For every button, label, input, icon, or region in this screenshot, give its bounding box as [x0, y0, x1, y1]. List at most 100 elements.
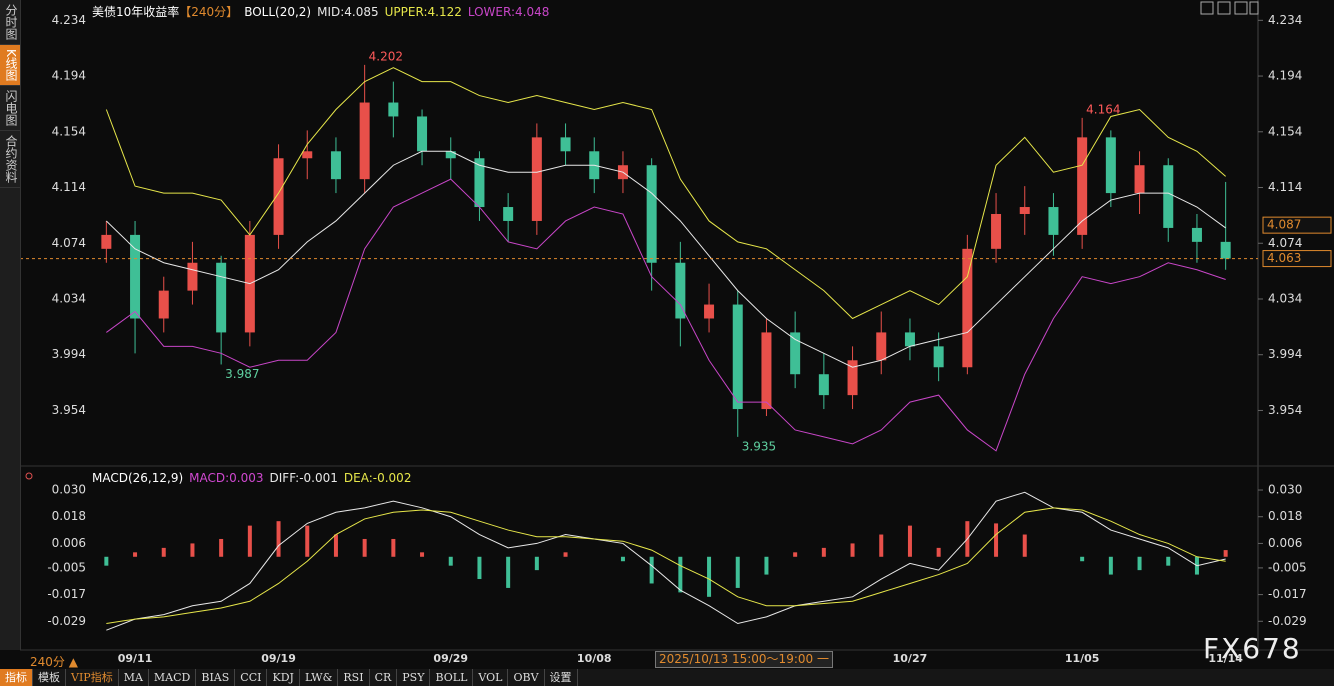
legend-item: MACD:0.003 — [189, 471, 264, 485]
macd-bar — [563, 552, 568, 557]
x-tick-label: 11/14 — [1208, 652, 1243, 665]
y-tick-label-left: -0.029 — [47, 614, 86, 628]
indicator-line — [106, 178, 1226, 452]
legend-item: LOWER:4.048 — [467, 5, 550, 19]
y-tick-label-left: 4.074 — [52, 236, 86, 250]
y-tick-label-left: 0.006 — [52, 536, 86, 550]
macd-header: MACD(26,12,9) MACD:0.003 DIFF:-0.001 DEA:-0… — [92, 471, 423, 485]
y-tick-label: 0.018 — [1268, 509, 1302, 523]
candle-body — [962, 248, 973, 368]
macd-bar — [1080, 556, 1085, 562]
toolbar-item[interactable]: BOLL — [430, 669, 474, 686]
sidebar-tab[interactable]: K线图 — [0, 45, 20, 86]
toolbar-item[interactable]: BIAS — [196, 669, 236, 686]
macd-bar — [764, 556, 769, 575]
toolbar-item[interactable]: MA — [119, 669, 149, 686]
toolbar-item[interactable]: OBV — [508, 669, 545, 686]
toolbar-item[interactable]: LW& — [300, 669, 339, 686]
y-tick-label: 0.030 — [1268, 483, 1302, 497]
main-header: 美债10年收益率【240分】 BOLL(20,2) MID:4.085 UPPER:4… — [92, 3, 561, 20]
extreme-label: 4.202 — [369, 49, 403, 63]
candle-body — [1163, 165, 1174, 228]
candle-body — [646, 165, 657, 263]
toolbar-item[interactable]: 指标 — [0, 669, 33, 686]
candle-body — [1134, 165, 1145, 194]
macd-bar — [1137, 556, 1142, 571]
macd-bar — [219, 538, 224, 557]
y-tick-label: 4.234 — [1268, 13, 1302, 27]
legend-item: DIFF:-0.001 — [269, 471, 338, 485]
candle-body — [388, 102, 399, 117]
price-label: 4.087 — [1267, 218, 1301, 232]
macd-bar — [448, 556, 453, 566]
macd-bar — [305, 525, 310, 557]
extreme-label: 3.935 — [742, 439, 776, 453]
window-icons[interactable] — [1200, 1, 1259, 15]
toolbar-item[interactable]: CR — [370, 669, 398, 686]
candle-body — [445, 151, 456, 159]
macd-bar — [821, 547, 826, 557]
y-tick-label-left: 4.034 — [52, 291, 86, 305]
macd-bar — [534, 556, 539, 571]
macd-bar — [994, 523, 999, 557]
x-tick-label: 09/29 — [433, 652, 468, 665]
y-tick-label: -0.029 — [1268, 614, 1307, 628]
candle-body — [503, 207, 514, 221]
candle-body — [1019, 207, 1030, 214]
macd-bar — [247, 525, 252, 557]
legend-item: DEA:-0.002 — [343, 471, 412, 485]
price-box — [1262, 250, 1332, 268]
extreme-label: 4.164 — [1086, 102, 1120, 116]
toolbar-item[interactable]: PSY — [397, 669, 431, 686]
macd-bar — [333, 534, 338, 557]
x-tick-label: 11/05 — [1065, 652, 1100, 665]
candle-body — [216, 262, 227, 333]
macd-bar — [133, 552, 138, 557]
macd-bar — [936, 547, 941, 557]
y-tick-label: 0.006 — [1268, 536, 1302, 550]
y-tick-label: 4.074 — [1268, 236, 1302, 250]
sidebar-tab[interactable]: 闪电图 — [0, 86, 20, 131]
settings-dot[interactable] — [25, 472, 33, 480]
sidebar-tab[interactable]: 合约资料 — [0, 131, 20, 188]
toolbar-item[interactable]: 模板 — [33, 669, 66, 686]
macd-bar — [1166, 556, 1171, 566]
candle-body — [130, 234, 141, 319]
toolbar-item[interactable]: CCI — [235, 669, 268, 686]
candle-body — [531, 137, 542, 221]
period-label[interactable]: 240分 — [30, 655, 65, 669]
y-tick-label-left: 3.954 — [52, 403, 86, 417]
candle-body — [876, 332, 887, 361]
y-tick-label: 4.114 — [1268, 180, 1302, 194]
crosshair-label: 2025/10/13 15:00～19:00 一 — [655, 651, 833, 668]
candle-body — [761, 332, 772, 410]
toolbar-item[interactable]: VOL — [473, 669, 509, 686]
toolbar-item[interactable]: RSI — [338, 669, 370, 686]
candle-body — [1105, 137, 1116, 194]
candle-body — [991, 213, 1002, 249]
toolbar-item[interactable]: 设置 — [545, 669, 578, 686]
candle-body — [417, 116, 428, 152]
macd-bar — [104, 556, 109, 566]
macd-bar — [420, 552, 425, 557]
toolbar-item[interactable]: MACD — [149, 669, 197, 686]
y-tick-label-left: 4.114 — [52, 180, 86, 194]
y-tick-label-left: -0.005 — [47, 560, 86, 574]
y-tick-label-left: 4.234 — [52, 13, 86, 27]
macd-bar — [735, 556, 740, 588]
macd-bar — [362, 538, 367, 557]
macd-bar — [506, 556, 511, 588]
legend: MACD:0.003 DIFF:-0.001 DEA:-0.002 — [189, 471, 417, 485]
toolbar-item[interactable]: VIP指标 — [66, 669, 119, 686]
candle-body — [158, 290, 169, 319]
toolbar-item[interactable]: KDJ — [267, 669, 300, 686]
macd-bar — [907, 525, 912, 557]
period-button[interactable]: 240分 ▲ — [30, 655, 78, 669]
price-label: 4.063 — [1267, 251, 1301, 265]
candle-body — [847, 360, 858, 396]
legend-item: MID:4.085 — [317, 5, 379, 19]
sidebar-tab[interactable]: 分时图 — [0, 0, 20, 45]
extreme-label: 3.987 — [225, 367, 259, 381]
